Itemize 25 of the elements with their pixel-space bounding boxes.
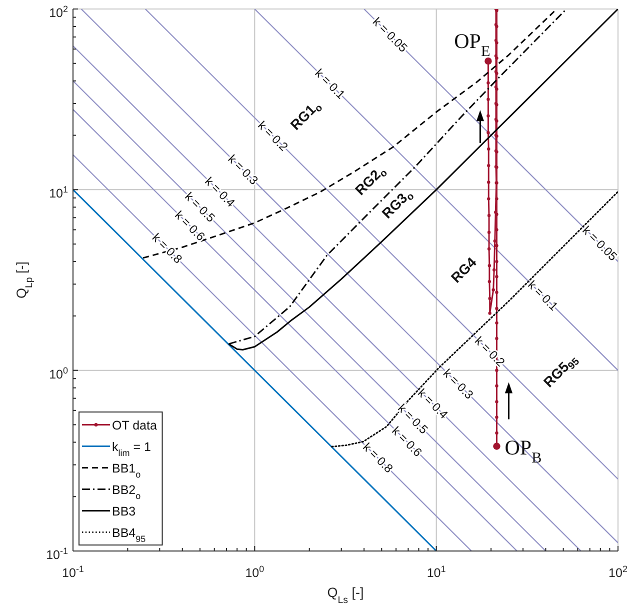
y-tick-label: 10$^{-1}$ [46,546,68,562]
annotation: OP$_{E}$ [454,29,490,60]
annotation: k = 0.8 [360,440,396,476]
x-tick-label: 10$^{0}$ [245,564,264,580]
annotation: k = 0.2 [255,118,291,154]
legend-label: k$_{lim}$ = 1 [112,440,151,458]
y-tick-label: 10$^{2}$ [49,4,68,20]
legend-label: OT data [112,418,157,432]
x-tick-label: 10$^{-1}$ [62,564,84,580]
annotation: k = 0.8 [149,230,186,266]
x-axis-title: Q$_{Ls}$ [-] [327,585,364,606]
x-tick-label: 10$^{1}$ [426,564,446,580]
y-tick-label: 10$^{0}$ [49,365,68,382]
legend-label: BB2$_{o}$ [112,482,141,501]
annotation: k = 0.3 [225,152,262,188]
annotation: k = 0.05 [580,223,620,264]
annotation: k = 0.1 [525,278,561,314]
legend-label: BB3 [112,504,136,518]
annotation: k = 0.1 [312,66,348,102]
x-tick-label: 10$^{2}$ [608,564,628,580]
y-tick-label: 10$^{1}$ [49,184,68,201]
legend-label: BB1$_{o}$ [112,461,141,480]
legend-label: BB4$_{95}$ [112,526,146,544]
annotation: k = 0.05 [370,14,410,56]
annotation: OP$_{B}$ [504,435,542,466]
